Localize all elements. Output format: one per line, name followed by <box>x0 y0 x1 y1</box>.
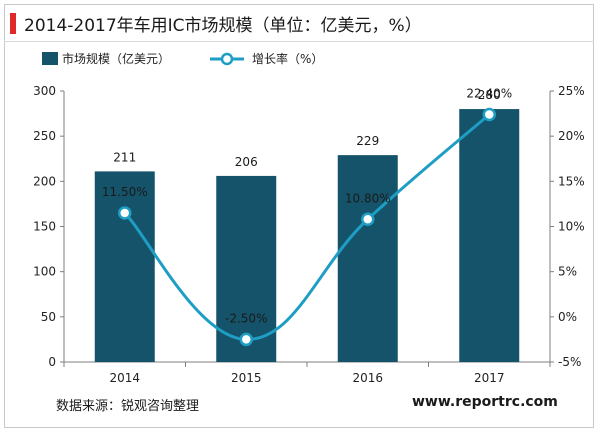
title-bar <box>4 4 594 42</box>
line-point <box>361 212 375 227</box>
left-tick-label: 250 <box>33 129 56 143</box>
legend-bar-swatch <box>42 52 58 65</box>
x-tick-label: 2014 <box>109 371 140 385</box>
title-accent-bar <box>10 13 16 34</box>
right-tick-label: 0% <box>558 310 577 324</box>
bar-series <box>94 109 520 362</box>
left-tick-label: 50 <box>41 310 56 324</box>
line-value-label: 10.80% <box>345 191 391 205</box>
left-tick-label: 200 <box>33 174 56 188</box>
bar <box>216 175 277 362</box>
axes: 0 50 100 150 200 250 300 -5% 0% 5% 10% 15% 20% 25% 201… <box>33 84 585 385</box>
line-point <box>239 332 253 347</box>
right-tick-label: 10% <box>558 220 585 234</box>
bar-value-label: 229 <box>356 134 379 148</box>
right-tick-label: 20% <box>558 129 585 143</box>
right-tick-label: 5% <box>558 265 577 279</box>
legend-bar-label: 市场规模（亿美元） <box>62 51 170 66</box>
line-value-label: 11.50% <box>102 185 148 199</box>
right-tick-label: 25% <box>558 84 585 98</box>
bar-value-label: 280 <box>478 88 501 102</box>
left-tick-label: 300 <box>33 84 56 98</box>
bar <box>337 155 398 362</box>
source-note: 数据来源：锐观咨询整理 <box>56 399 200 414</box>
left-tick-label: 100 <box>33 265 56 279</box>
bar <box>459 109 520 362</box>
x-tick-label: 2015 <box>231 371 262 385</box>
line-point <box>118 206 132 220</box>
chart-title: 2014-2017年车用IC市场规模（单位：亿美元，%） <box>24 16 422 36</box>
right-tick-label: 15% <box>558 174 585 188</box>
line-point <box>482 107 496 122</box>
bar-value-label: 206 <box>235 155 258 169</box>
bar <box>94 171 155 362</box>
left-tick-label: 150 <box>33 220 56 234</box>
x-tick-label: 2016 <box>352 371 383 385</box>
legend-line-marker <box>220 52 234 66</box>
x-tick-label: 2017 <box>474 371 505 385</box>
legend: 市场规模（亿美元） 增长率（%） <box>42 51 323 66</box>
website-url[interactable]: www.reportrc.com <box>412 394 558 410</box>
line-series <box>118 107 496 347</box>
data-labels: 211 206 229 280 11.50% -2.50% 10.80% 22.40% <box>102 86 512 325</box>
right-tick-label: -5% <box>558 355 581 369</box>
legend-line-label: 增长率（%） <box>252 51 323 66</box>
left-tick-label: 0 <box>48 355 56 369</box>
line-value-label: -2.50% <box>225 311 267 325</box>
growth-rate-line <box>123 113 491 341</box>
bar-value-label: 211 <box>113 150 136 164</box>
line-value-label: 22.40% <box>466 86 512 100</box>
